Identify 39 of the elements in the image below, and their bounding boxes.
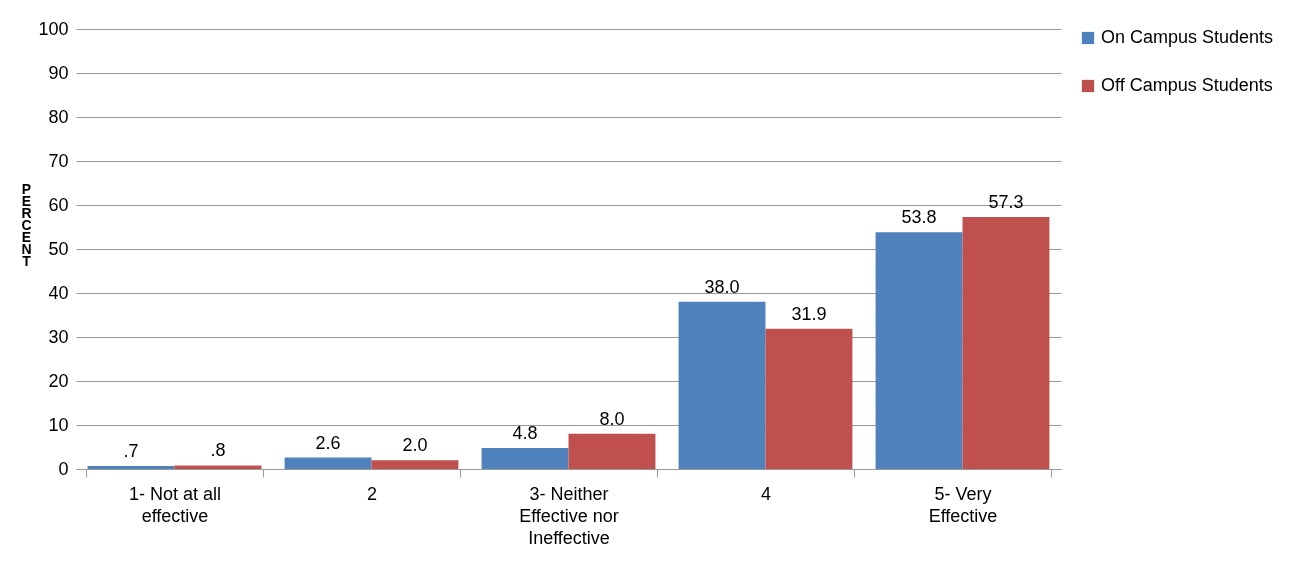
y-tick-label: 100 [38,18,69,39]
x-tick-label: 5- Very Effective [928,483,998,526]
bar [962,216,1050,469]
data-label: 8.0 [599,408,625,429]
legend-label: Off Campus Students [1101,75,1273,95]
data-label: 2.6 [315,432,341,453]
y-tick-label: 10 [48,414,69,435]
legend-label: On Campus Students [1101,27,1274,47]
data-label: 4.8 [512,422,538,443]
data-label: 2.0 [402,435,428,456]
bar [568,433,656,469]
data-label: 31.9 [791,303,827,324]
bar [284,457,372,469]
x-tick-label: 3- Neither Effective nor Ineffective [519,483,619,548]
x-tick-label: 2 [366,483,378,504]
bar [678,301,766,469]
y-tick-label: 30 [48,326,69,347]
y-tick-label: 70 [48,150,69,171]
bar [87,465,175,469]
bar [765,328,853,469]
data-label: 38.0 [704,276,740,297]
y-axis-title: PERCENT [21,180,32,269]
y-tick-label: 50 [48,238,69,259]
data-label: 53.8 [901,207,937,228]
y-tick-label: 0 [58,458,69,479]
bar [174,465,262,469]
y-tick-label: 60 [48,194,69,215]
data-label: .7 [123,440,139,461]
x-tick-label: 1- Not at all effective [128,483,222,526]
bar [371,460,459,469]
y-tick-label: 80 [48,106,69,127]
y-tick-label: 40 [48,282,69,303]
data-label: .8 [210,440,226,461]
x-tick-label: 4 [760,483,772,504]
data-label: 57.3 [988,191,1024,212]
y-tick-label: 20 [48,370,69,391]
bar [481,447,569,469]
y-tick-label: 90 [48,62,69,83]
bar [875,232,963,469]
